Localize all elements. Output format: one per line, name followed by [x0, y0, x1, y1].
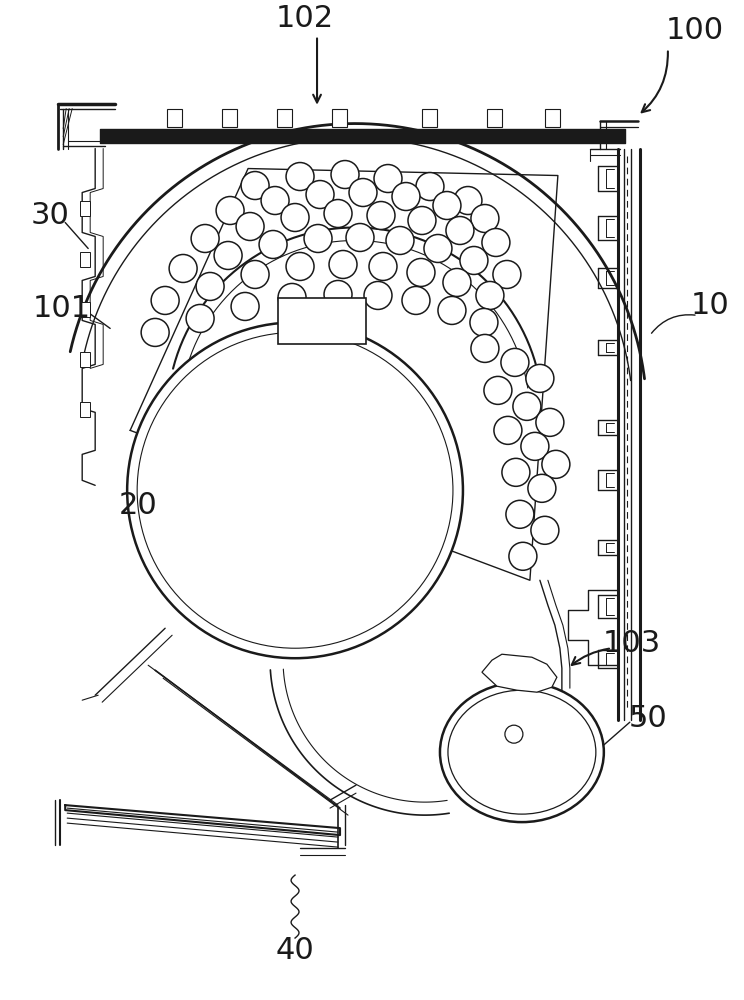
Circle shape: [374, 165, 402, 193]
Circle shape: [493, 260, 521, 288]
Bar: [80, 352, 90, 367]
Circle shape: [536, 408, 564, 436]
Text: 101: 101: [33, 294, 92, 323]
Circle shape: [231, 292, 259, 320]
Text: 100: 100: [666, 16, 724, 45]
Circle shape: [364, 281, 392, 309]
Circle shape: [281, 204, 309, 231]
Circle shape: [241, 172, 269, 200]
Circle shape: [386, 226, 414, 254]
Circle shape: [513, 392, 541, 420]
Text: 10: 10: [690, 291, 729, 320]
Text: 102: 102: [276, 4, 334, 33]
Circle shape: [286, 252, 314, 280]
Circle shape: [501, 348, 529, 376]
Circle shape: [460, 246, 488, 274]
Text: 30: 30: [31, 201, 70, 230]
Circle shape: [216, 197, 244, 224]
Bar: [278, 298, 366, 344]
Bar: [422, 109, 437, 127]
Bar: [167, 109, 182, 127]
Circle shape: [286, 163, 314, 191]
Circle shape: [470, 308, 498, 336]
Circle shape: [454, 187, 482, 215]
Circle shape: [443, 268, 471, 296]
Circle shape: [236, 213, 264, 240]
Circle shape: [324, 200, 352, 227]
Circle shape: [494, 416, 522, 444]
Circle shape: [346, 223, 374, 251]
Circle shape: [306, 181, 334, 209]
Text: 50: 50: [629, 704, 667, 733]
Circle shape: [329, 250, 357, 278]
Circle shape: [214, 241, 242, 269]
Bar: [80, 302, 90, 317]
Circle shape: [196, 272, 224, 300]
Circle shape: [241, 260, 269, 288]
Circle shape: [402, 286, 430, 314]
Circle shape: [304, 224, 332, 252]
Circle shape: [191, 224, 219, 252]
Bar: [545, 109, 560, 127]
Circle shape: [416, 173, 444, 201]
Circle shape: [169, 254, 197, 282]
Circle shape: [424, 234, 452, 262]
Polygon shape: [482, 654, 557, 692]
Circle shape: [471, 205, 499, 232]
Circle shape: [259, 230, 287, 258]
Circle shape: [505, 725, 523, 743]
Bar: [80, 201, 90, 216]
Circle shape: [331, 161, 359, 189]
Circle shape: [408, 207, 436, 234]
Circle shape: [476, 281, 504, 309]
Bar: [332, 109, 347, 127]
Text: 103: 103: [603, 629, 661, 658]
Circle shape: [531, 516, 559, 544]
Circle shape: [127, 322, 463, 658]
Circle shape: [482, 228, 510, 256]
Circle shape: [324, 280, 352, 308]
Circle shape: [509, 542, 537, 570]
Circle shape: [433, 192, 461, 219]
Circle shape: [186, 304, 214, 332]
Bar: [277, 109, 292, 127]
Circle shape: [369, 252, 397, 280]
Circle shape: [438, 296, 466, 324]
Circle shape: [278, 283, 306, 311]
Circle shape: [151, 286, 179, 314]
Circle shape: [521, 432, 549, 460]
Bar: [80, 252, 90, 267]
Circle shape: [407, 258, 435, 286]
Circle shape: [261, 187, 289, 215]
Circle shape: [367, 202, 395, 229]
Bar: [80, 402, 90, 417]
Circle shape: [392, 183, 420, 211]
Bar: [487, 109, 502, 127]
Circle shape: [542, 450, 570, 478]
Circle shape: [471, 334, 499, 362]
Text: 20: 20: [119, 491, 158, 520]
Circle shape: [349, 179, 377, 207]
Circle shape: [528, 474, 556, 502]
Circle shape: [506, 500, 534, 528]
Circle shape: [446, 217, 474, 244]
Bar: [222, 109, 237, 127]
Ellipse shape: [440, 682, 604, 822]
Circle shape: [484, 376, 512, 404]
Text: 40: 40: [276, 936, 315, 965]
Circle shape: [502, 458, 530, 486]
Circle shape: [526, 364, 554, 392]
Circle shape: [141, 318, 169, 346]
